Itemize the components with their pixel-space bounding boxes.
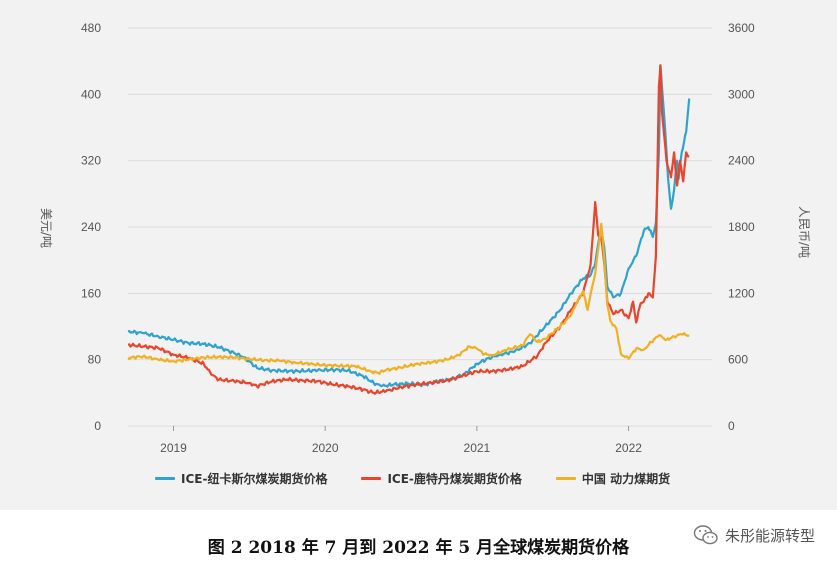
y-axis-left-title: 美元/吨 [39,208,53,248]
chart-panel [0,0,837,510]
wechat-icon [693,525,718,545]
y-left-tick-label: 240 [81,220,101,234]
x-tick-label: 2021 [464,441,491,455]
legend-label: 中国 动力煤期货 [581,471,671,486]
legend-swatch [555,476,576,480]
y-right-tick-label: 600 [728,353,748,367]
y-right-tick-label: 1200 [728,286,755,300]
y-right-tick-label: 3000 [728,87,755,101]
series-line-3 [127,222,690,375]
chart-canvas: 0 0 80 600 160 1200 240 1800 320 2400 400 3000 480 36… [39,21,811,455]
x-tick-label: 2020 [312,441,339,455]
legend: ICE-纽卡斯尔煤炭期货价格 ICE-鹿特丹煤炭期货价格 中国 动力煤期货 [155,468,704,488]
y-left-tick-label: 0 [94,419,101,433]
x-tick-label: 2022 [615,441,642,455]
y-left-tick-label: 160 [81,286,101,300]
y-left-tick-label: 80 [88,353,102,367]
y-axis-right-title: 人民币/吨 [797,206,811,258]
x-tick-label: 2019 [160,441,187,455]
tick-labels: 0 0 80 600 160 1200 240 1800 320 2400 400 3000 480 36… [81,21,755,455]
y-right-tick-label: 3600 [728,21,755,35]
watermark: 朱彤能源转型 [693,524,815,546]
y-left-tick-label: 480 [81,21,101,35]
series-line-1 [127,64,691,388]
legend-label: ICE-鹿特丹煤炭期货价格 [387,471,522,486]
y-right-tick-label: 1800 [728,220,755,234]
series-lines [127,64,691,395]
legend-label: ICE-纽卡斯尔煤炭期货价格 [181,471,328,486]
y-right-tick-label: 0 [728,419,735,433]
watermark-text: 朱彤能源转型 [724,526,815,545]
series-line-2 [127,64,690,395]
y-right-tick-label: 2400 [728,154,755,168]
y-left-tick-label: 400 [81,87,101,101]
legend-item: 中国 动力煤期货 [555,470,671,487]
gridlines [128,27,712,431]
y-left-tick-label: 320 [81,154,101,168]
figure-caption: 图 2 2018 年 7 月到 2022 年 5 月全球煤炭期货价格 [207,538,630,558]
legend-item: ICE-纽卡斯尔煤炭期货价格 [155,470,327,487]
legend-item: ICE-鹿特丹煤炭期货价格 [361,470,522,487]
legend-swatch [155,476,175,480]
legend-swatch [361,476,382,480]
